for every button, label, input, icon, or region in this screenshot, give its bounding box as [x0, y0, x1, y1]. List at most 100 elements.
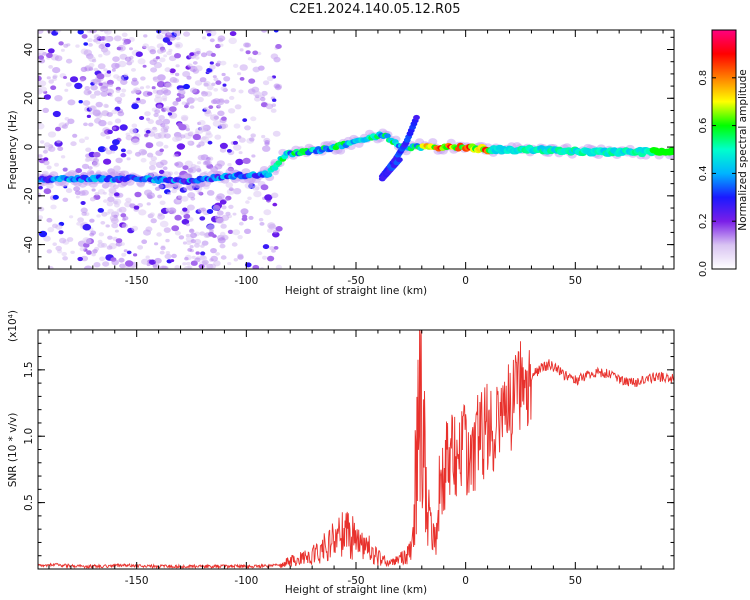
snr-y-ticks: 0.5 1.0 1.5 — [23, 329, 674, 570]
spectrogram-cell — [252, 185, 260, 191]
spectrogram-cell — [112, 126, 117, 130]
spectrogram-cell — [261, 30, 268, 33]
spectrogram-cell — [222, 83, 227, 87]
spectrogram-cell — [84, 136, 89, 140]
spectrogram-cell — [111, 150, 115, 154]
spectrogram-cell — [208, 105, 214, 109]
spectrogram-cell — [175, 97, 182, 102]
spectrogram-cell — [164, 67, 171, 73]
spectrogram-cell — [216, 210, 224, 216]
spectrogram-cell — [111, 259, 119, 266]
spectrogram-cell — [210, 52, 216, 57]
spectrogram-cell — [209, 38, 215, 43]
spectrogram-cell — [93, 262, 101, 268]
spectrogram-cell — [52, 74, 58, 79]
spectrogram-cell — [175, 36, 181, 41]
spectrogram-cell — [252, 264, 260, 269]
spectrogram-cell — [99, 256, 106, 262]
spectrogram-cell — [199, 231, 205, 236]
spectrogram-cell — [182, 165, 189, 171]
spectrogram-cell — [52, 77, 57, 81]
spectrogram-cell — [263, 209, 272, 216]
spectrogram-cell — [154, 109, 161, 114]
spectrogram-cell — [97, 63, 106, 70]
spectrogram-cell — [254, 96, 261, 102]
spectrogram-cell — [207, 140, 213, 145]
spectrogram-cell — [262, 145, 271, 152]
spectrogram-cell — [162, 166, 168, 171]
spectrogram-cell — [159, 200, 166, 206]
spectrogram-cell — [38, 55, 45, 60]
spectrogram-cell — [257, 251, 263, 256]
spectrogram-cell — [271, 249, 276, 253]
spectrogram-cell — [197, 154, 205, 161]
colorbar: 0.0 0.2 0.4 0.6 0.8 Normalized spectral ampl… — [698, 29, 749, 277]
spectrogram-cell — [233, 258, 238, 262]
spectrogram-cell — [69, 215, 74, 219]
spectrogram-cell — [145, 129, 151, 134]
spectrogram-cell — [47, 131, 57, 138]
spectrogram-cell — [157, 194, 163, 199]
spectrogram-cell — [172, 78, 180, 84]
spectrogram-cell — [83, 42, 88, 46]
spectrogram-cell — [89, 94, 97, 99]
spectrogram-cell — [264, 140, 270, 145]
spectrogram-cell — [272, 130, 281, 137]
spectrogram-cell — [166, 51, 172, 56]
spectrogram-cell — [38, 230, 48, 238]
spectrogram-cell — [107, 196, 115, 203]
spectrogram-cell — [106, 245, 113, 250]
spectrogram-cell — [259, 222, 265, 226]
spectrogram-cell — [43, 94, 52, 100]
spectrogram-cell — [48, 79, 54, 84]
spectrogram-cell — [125, 197, 132, 203]
spectrogram-cell — [252, 50, 259, 56]
spectrogram-cell — [113, 192, 120, 197]
spectrogram-cell — [185, 102, 190, 106]
spectrogram-cell — [85, 156, 92, 162]
spectrogram-cell — [105, 43, 111, 48]
spectrogram-cell — [38, 30, 44, 34]
spectrogram-cell — [90, 84, 98, 91]
spectrogram-cell — [105, 211, 110, 215]
spectrogram-cell — [219, 142, 228, 149]
spectrogram-cell — [190, 196, 196, 201]
spectrogram-cell — [47, 48, 55, 54]
y-tick-label: -40 — [23, 236, 35, 253]
spectrogram-cell — [154, 257, 162, 264]
spectrogram-cell — [273, 30, 279, 33]
colorbar-tick-label: 0.2 — [698, 213, 709, 229]
spectrogram-cell — [95, 40, 101, 45]
spectrogram-cell — [180, 134, 186, 139]
spectrogram-cell — [258, 217, 264, 222]
spectrogram-cell — [175, 43, 181, 48]
spectrogram-cell — [88, 43, 93, 47]
spectrogram-cell — [103, 199, 108, 203]
spectrogram-cell — [80, 201, 86, 205]
spectrogram-cell — [52, 242, 57, 246]
spectrogram-cell — [216, 193, 225, 200]
spectrogram-cell — [118, 257, 125, 263]
spectrogram-cell — [199, 125, 208, 132]
spectrogram-cell — [59, 180, 69, 187]
spectrogram-cell — [62, 256, 68, 261]
spectrogram-cell — [174, 230, 181, 236]
spectrogram-cell — [157, 213, 166, 220]
spectrogram-cell — [86, 114, 91, 118]
spectrogram-cell — [200, 244, 205, 248]
spectrogram-cell — [232, 229, 241, 236]
spectrogram-cell — [231, 242, 238, 247]
spectrogram-cell — [182, 207, 188, 212]
spectrogram-cell — [124, 56, 132, 62]
spectrogram-cell — [208, 231, 215, 237]
spectrogram-cell — [272, 229, 278, 234]
spectrogram-cell — [164, 106, 171, 112]
spectrogram-cell — [194, 257, 201, 263]
spectrogram-cell — [80, 207, 88, 214]
spectrogram-cell — [75, 195, 80, 199]
spectrogram-cell — [122, 264, 127, 268]
spectrogram-cell — [209, 64, 216, 70]
spectrogram-cell — [174, 153, 179, 157]
spectrogram-cell — [38, 206, 45, 212]
spectrogram-cell — [85, 147, 92, 153]
